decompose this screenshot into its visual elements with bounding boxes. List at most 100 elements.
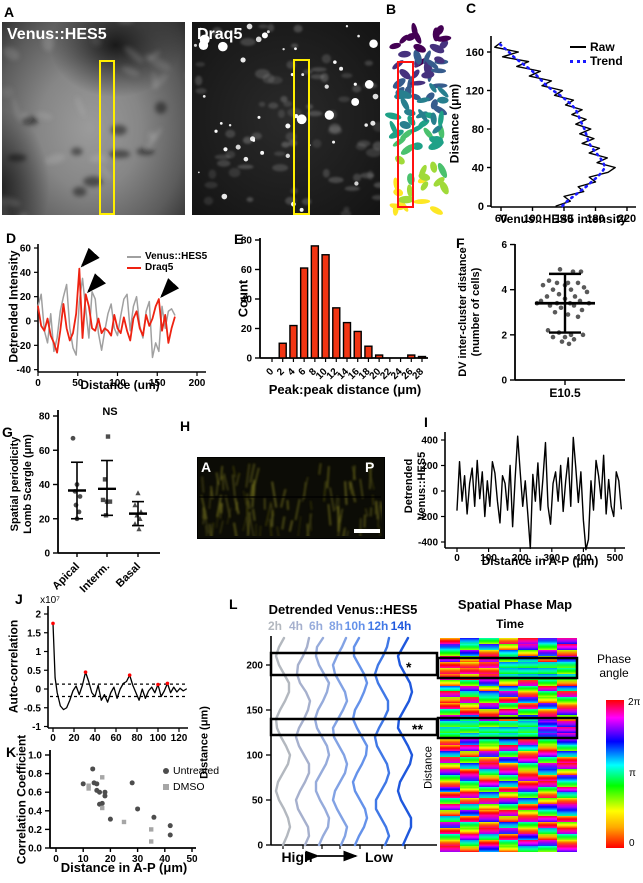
phase-cell: [537, 685, 558, 692]
j-ylabel: Auto-correlation: [6, 619, 21, 714]
phase-cell: [479, 750, 499, 757]
phase-cell: [518, 762, 538, 769]
phase-cell: [479, 643, 499, 650]
phase-cell: [518, 780, 538, 787]
phase-cell: [479, 744, 499, 751]
phase-cell: [518, 744, 538, 751]
phase-cell: [479, 691, 499, 698]
l-low-label: Low: [365, 849, 393, 865]
l-double-star-annotation: **: [412, 721, 423, 737]
phase-cell: [557, 828, 577, 835]
phase-cell: [479, 756, 499, 763]
phase-cell: [479, 840, 499, 847]
l-time-label-10h: 10h: [344, 619, 366, 633]
svg-text:22: 22: [378, 366, 394, 382]
phase-cell: [440, 697, 460, 704]
phase-cell: [479, 822, 499, 829]
phase-cell: [498, 834, 519, 841]
svg-text:20: 20: [68, 733, 80, 744]
phase-cell: [537, 828, 558, 835]
phase-cell: [498, 846, 519, 852]
untreated-marker-swatch: [163, 768, 169, 774]
svg-text:6: 6: [297, 366, 309, 378]
phase-cell: [498, 738, 519, 745]
phase-cell: [459, 744, 480, 751]
phase-cell: [440, 691, 460, 698]
phase-cell: [557, 750, 577, 757]
phase-cell: [479, 816, 499, 823]
phase-cell: [459, 649, 480, 656]
phase-cell: [440, 804, 460, 811]
phase-cell: [440, 834, 460, 841]
phase-cell: [537, 846, 558, 852]
phase-cell: [440, 768, 460, 775]
phase-cell: [479, 685, 499, 692]
svg-text:2: 2: [275, 366, 287, 378]
phase-cell: [518, 643, 538, 650]
phase-cell: [440, 822, 460, 829]
h-anterior-label: A: [201, 459, 212, 475]
svg-text:120: 120: [466, 86, 484, 98]
venus-hes5-micrograph: [2, 22, 185, 215]
draq5-image-title: Draq5: [197, 26, 243, 43]
phase-cell: [440, 756, 460, 763]
svg-text:26: 26: [400, 366, 416, 382]
phase-cell: [459, 697, 480, 704]
phase-cell: [479, 709, 499, 716]
panel-i-label: I: [424, 414, 428, 430]
phase-cell: [537, 643, 558, 650]
phase-cell: [557, 768, 577, 775]
phase-cell: [537, 810, 558, 817]
phase-cell: [459, 804, 480, 811]
phase-cell: [537, 709, 558, 716]
svg-text:0: 0: [35, 378, 41, 389]
phase-cell: [498, 792, 519, 799]
phase-cell: [459, 798, 480, 805]
phase-cell: [518, 649, 538, 656]
phase-cell: [537, 786, 558, 793]
phase-cell: [459, 822, 480, 829]
phase-cell: [518, 810, 538, 817]
panel-k-label: K: [6, 744, 17, 760]
svg-text:Apical: Apical: [50, 561, 82, 593]
phase-cell: [498, 786, 519, 793]
svg-text:14: 14: [335, 366, 351, 382]
svg-text:20: 20: [368, 366, 384, 382]
k-ylabel: Correlation Coefficient: [14, 734, 29, 865]
phase-colorbar: [606, 700, 624, 848]
phase-cell: [518, 709, 538, 716]
svg-text:60: 60: [110, 733, 122, 744]
svg-text:1.0: 1.0: [28, 751, 42, 762]
phase-cell: [518, 697, 538, 704]
svg-text:0.6: 0.6: [28, 788, 42, 799]
svg-text:1: 1: [35, 647, 41, 658]
phase-cell: [537, 649, 558, 656]
svg-text:-1: -1: [32, 722, 41, 733]
svg-text:40: 40: [39, 480, 51, 491]
panel-d-label: D: [6, 230, 17, 246]
panel-c-label: C: [466, 0, 477, 16]
svg-text:24: 24: [389, 366, 405, 382]
svg-text:28: 28: [410, 366, 426, 382]
phase-cell: [440, 792, 460, 799]
phase-cell: [518, 685, 538, 692]
panel-b-label: B: [386, 1, 397, 17]
phase-cell: [479, 810, 499, 817]
phase-cell: [459, 762, 480, 769]
dmso-marker-swatch: [163, 784, 169, 790]
phase-cell: [498, 762, 519, 769]
phase-cell: [518, 834, 538, 841]
phase-cell: [518, 679, 538, 686]
svg-text:100: 100: [150, 733, 167, 744]
c-legend-raw: Raw: [590, 40, 615, 54]
svg-text:60: 60: [20, 243, 32, 254]
phase-cell: [557, 780, 577, 787]
svg-text:1.5: 1.5: [27, 628, 41, 639]
colorbar-tick-0: 0: [629, 838, 635, 849]
e-ylabel: Count: [235, 279, 251, 318]
svg-text:0.4: 0.4: [28, 806, 42, 817]
phase-cell: [518, 822, 538, 829]
svg-text:-0.5: -0.5: [24, 703, 42, 714]
phase-cell: [537, 768, 558, 775]
k-legend-untreated: Untreated: [173, 765, 220, 777]
